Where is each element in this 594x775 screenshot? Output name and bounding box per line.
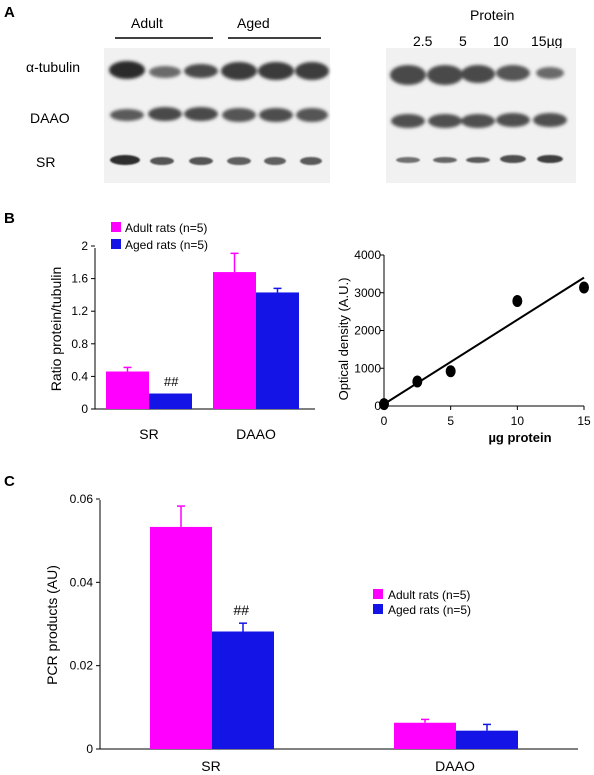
y-tick-label: 0 xyxy=(374,399,381,413)
panel-c-letter: C xyxy=(4,473,15,490)
data-point xyxy=(379,398,389,411)
legend-swatch-adult xyxy=(111,222,121,232)
protein-amount-1: 2.5 xyxy=(413,33,433,49)
b-bar-category-daao: DAAO xyxy=(236,426,276,442)
panel-b-letter: B xyxy=(4,210,15,227)
protein-amount-2: 5 xyxy=(459,33,467,49)
x-tick-label: 5 xyxy=(447,414,454,428)
y-tick-label: 0.8 xyxy=(71,337,88,351)
group-label-aged: Aged xyxy=(237,15,270,31)
y-tick-label: 1.6 xyxy=(71,272,88,286)
panel-a-letter: A xyxy=(4,4,15,21)
y-tick-label: 0.04 xyxy=(70,575,94,589)
panel-c: C PCR products (AU) 0 0.02 0.04 0.06 SR DAA… xyxy=(4,473,578,774)
protein-header: Protein xyxy=(470,7,514,23)
row-label-tubulin: α-tubulin xyxy=(26,59,80,75)
c-bar-ticks: 0 0.02 0.04 0.06 xyxy=(70,492,100,756)
bar xyxy=(106,371,149,409)
bar xyxy=(394,722,456,749)
y-tick-label: 0 xyxy=(86,742,93,756)
bar xyxy=(150,526,212,749)
data-point xyxy=(445,365,456,378)
b-scatter-ticks: 0 5 10 15 0 1000 2000 3000 4000 xyxy=(354,248,591,428)
legend-swatch-aged xyxy=(373,604,383,614)
b-bar-marks xyxy=(106,252,299,409)
chart-b-scatter: Optical density (A.U.) µg protein 0 5 10 15… xyxy=(336,248,591,445)
legend-label-adult: Adult rats (n=5) xyxy=(125,221,207,235)
y-tick-label: 0.06 xyxy=(70,492,94,506)
protein-amount-3: 10 xyxy=(493,33,509,49)
protein-amount-4: 15µg xyxy=(531,33,562,49)
b-bar-ticks: 0 0.4 0.8 1.2 1.6 2 xyxy=(71,239,95,416)
legend-label-adult: Adult rats (n=5) xyxy=(388,588,470,602)
row-label-daao: DAAO xyxy=(30,110,70,126)
data-point xyxy=(412,375,423,388)
chart-b-bar: Ratio protein/tubulin 00.40.81.21.62 SR … xyxy=(48,221,315,442)
x-tick-label: 15 xyxy=(577,414,591,428)
chart-c-bar: PCR products (AU) 00.020.040.06 SR DAAO … xyxy=(44,492,578,774)
y-tick-label: 0.02 xyxy=(70,659,94,673)
western-blot-left xyxy=(104,48,330,183)
b-scatter-ylabel: Optical density (A.U.) xyxy=(336,278,351,401)
bar xyxy=(213,272,256,409)
legend-label-aged: Aged rats (n=5) xyxy=(125,238,208,252)
panel-b: B Ratio protein/tubulin 0 0.4 0.8 1.2 1.6 2 S… xyxy=(4,210,591,445)
bar xyxy=(256,292,299,409)
y-tick-label: 2 xyxy=(81,239,88,253)
y-tick-label: 3000 xyxy=(354,286,381,300)
data-point xyxy=(512,295,523,308)
y-tick-label: 2000 xyxy=(354,324,381,338)
b-bar-category-sr: SR xyxy=(139,426,158,442)
group-label-adult: Adult xyxy=(131,15,163,31)
c-bar-legend: Adult rats (n=5) Aged rats (n=5) xyxy=(373,588,471,617)
c-bar-ylabel: PCR products (AU) xyxy=(44,565,60,685)
data-point xyxy=(579,281,589,294)
b-bar-significance: ## xyxy=(164,374,179,389)
c-bar-marks xyxy=(150,505,518,749)
y-tick-label: 4000 xyxy=(354,248,381,262)
bar xyxy=(456,730,518,749)
y-tick-label: 1000 xyxy=(354,361,381,375)
y-tick-label: 0 xyxy=(81,402,88,416)
c-bar-significance: ## xyxy=(233,602,249,618)
c-bar-category-daao: DAAO xyxy=(435,758,475,774)
c-bar-category-sr: SR xyxy=(201,758,220,774)
legend-swatch-adult xyxy=(373,589,383,599)
legend-swatch-aged xyxy=(111,239,121,249)
y-tick-label: 0.4 xyxy=(71,369,88,383)
b-scatter-marks xyxy=(379,276,589,411)
legend-label-aged: Aged rats (n=5) xyxy=(388,603,471,617)
b-scatter-xlabel: µg protein xyxy=(488,430,551,445)
row-label-sr: SR xyxy=(36,154,55,170)
b-bar-ylabel: Ratio protein/tubulin xyxy=(48,267,64,392)
b-bar-legend: Adult rats (n=5) Aged rats (n=5) xyxy=(111,221,208,252)
x-tick-label: 10 xyxy=(511,414,525,428)
western-blot-right xyxy=(386,48,576,183)
panel-a: A Adult Aged Protein 2.5 5 10 15µg α-tub… xyxy=(4,4,576,183)
bar xyxy=(212,631,274,749)
x-tick-label: 0 xyxy=(381,414,388,428)
bar xyxy=(149,393,192,409)
y-tick-label: 1.2 xyxy=(71,304,88,318)
